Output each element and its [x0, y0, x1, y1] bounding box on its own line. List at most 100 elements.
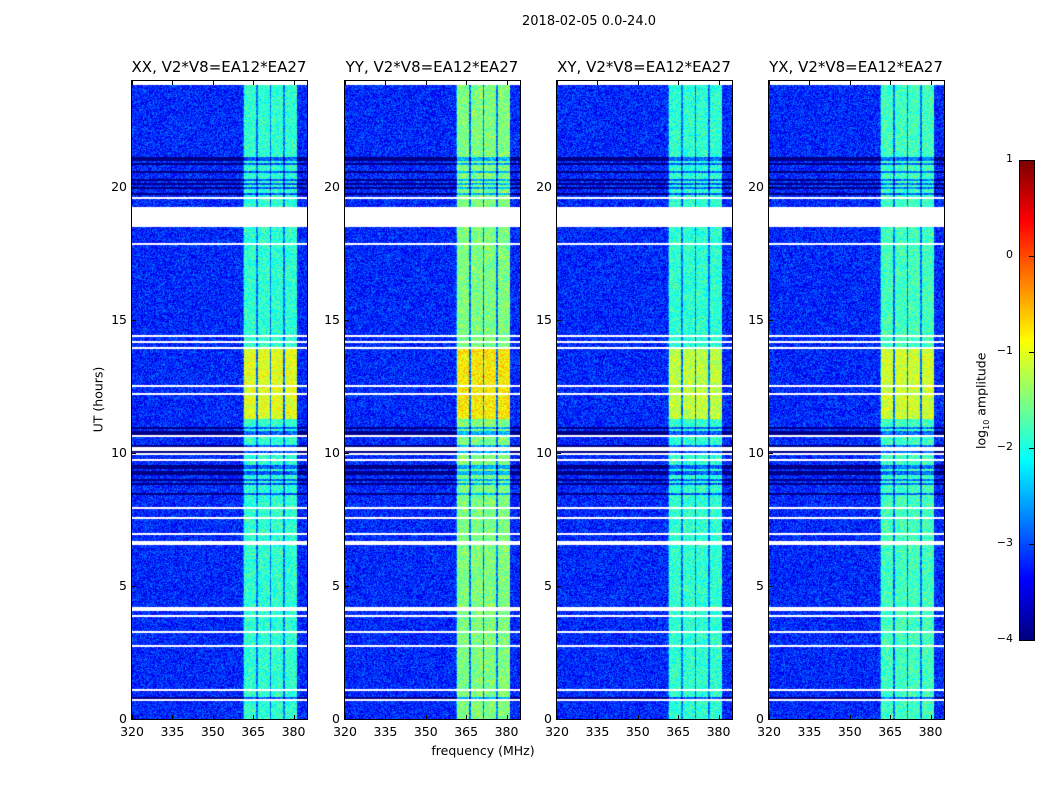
x-tick-label: 320	[120, 724, 144, 739]
x-tick-label: 335	[585, 724, 610, 739]
y-tick	[344, 319, 349, 321]
y-tick	[768, 585, 773, 587]
x-tick	[253, 80, 255, 85]
x-tick	[293, 80, 295, 85]
colorbar-tick	[1029, 448, 1034, 449]
colorbar-tick-label: 0	[1006, 248, 1013, 261]
y-tick	[768, 319, 773, 321]
colorbar-tick-label: −2	[996, 440, 1013, 453]
y-tick	[131, 319, 136, 321]
x-tick	[678, 80, 680, 85]
x-tick	[557, 715, 558, 720]
x-tick-label: 365	[454, 724, 479, 739]
x-tick	[769, 80, 770, 85]
x-tick	[890, 80, 892, 85]
x-tick	[506, 80, 508, 85]
x-tick	[809, 715, 811, 720]
colorbar-tick	[1029, 256, 1034, 257]
y-tick-label: 15	[111, 311, 127, 327]
figure-title: 2018-02-05 0.0-24.0	[522, 14, 656, 29]
x-axis-label: frequency (MHz)	[431, 743, 535, 758]
x-tick-label: 335	[160, 724, 185, 739]
x-tick	[849, 80, 851, 85]
y-tick-label: 20	[111, 178, 127, 194]
x-tick-label: 350	[200, 724, 225, 739]
colorbar-tick	[1029, 160, 1034, 161]
panel-title: YY, V2*V8=EA12*EA27	[345, 58, 519, 76]
x-tick	[849, 715, 851, 720]
x-tick-label: 320	[545, 724, 569, 739]
y-tick-label: 20	[324, 178, 340, 194]
heatmap-panel-0	[131, 80, 308, 720]
x-tick	[172, 80, 174, 85]
x-tick	[132, 80, 133, 85]
y-tick	[556, 719, 561, 720]
x-tick	[809, 80, 811, 85]
y-tick	[768, 452, 773, 454]
x-tick	[930, 715, 932, 720]
heatmap-cells	[557, 81, 732, 719]
x-tick	[557, 80, 558, 85]
x-tick	[597, 80, 599, 85]
x-tick	[637, 80, 639, 85]
colorbar-tick	[1029, 352, 1034, 353]
x-tick	[345, 715, 346, 720]
y-tick-label: 5	[119, 577, 127, 593]
x-tick-label: 350	[625, 724, 650, 739]
heatmap-panel-2	[556, 80, 733, 720]
x-tick-label: 380	[281, 724, 306, 739]
x-tick	[293, 715, 295, 720]
y-tick	[344, 186, 349, 188]
y-tick	[131, 719, 136, 720]
y-tick	[556, 186, 561, 188]
x-tick-label: 380	[918, 724, 943, 739]
x-tick	[637, 715, 639, 720]
heatmap-cells	[132, 81, 307, 719]
y-tick-label: 10	[111, 444, 127, 460]
colorbar-tick-label: −1	[996, 344, 1013, 357]
y-tick	[344, 585, 349, 587]
x-tick	[506, 715, 508, 720]
heatmap-panel-3	[768, 80, 945, 720]
x-tick	[212, 80, 214, 85]
x-tick	[890, 715, 892, 720]
y-tick-label: 0	[332, 711, 340, 726]
y-tick-label: 10	[536, 444, 552, 460]
heatmap-panel-1	[344, 80, 521, 720]
x-tick	[718, 80, 720, 85]
colorbar	[1019, 160, 1035, 641]
y-tick-label: 5	[756, 577, 764, 593]
y-tick	[344, 719, 349, 720]
y-tick-label: 0	[119, 711, 127, 726]
x-tick-label: 365	[666, 724, 691, 739]
x-tick-label: 350	[413, 724, 438, 739]
panel-title: XY, V2*V8=EA12*EA27	[557, 58, 731, 76]
colorbar-tick-label: −4	[996, 632, 1013, 645]
heatmap-cells	[769, 81, 944, 719]
y-axis-label: UT (hours)	[90, 366, 106, 433]
y-tick-label: 10	[748, 444, 764, 460]
x-tick	[385, 80, 387, 85]
x-tick	[597, 715, 599, 720]
x-tick	[345, 80, 346, 85]
y-tick	[131, 452, 136, 454]
x-tick	[172, 715, 174, 720]
x-tick	[212, 715, 214, 720]
y-tick	[768, 719, 773, 720]
x-tick-label: 335	[373, 724, 398, 739]
x-tick	[425, 715, 427, 720]
x-tick	[385, 715, 387, 720]
y-tick	[768, 186, 773, 188]
y-tick-label: 20	[536, 178, 552, 194]
x-tick	[253, 715, 255, 720]
panel-title: XX, V2*V8=EA12*EA27	[131, 58, 307, 76]
x-tick-label: 380	[706, 724, 731, 739]
x-tick	[132, 715, 133, 720]
y-tick-label: 20	[748, 178, 764, 194]
x-tick-label: 380	[494, 724, 519, 739]
y-tick-label: 15	[324, 311, 340, 327]
x-tick	[466, 80, 468, 85]
y-tick-label: 0	[756, 711, 764, 726]
y-tick-label: 10	[324, 444, 340, 460]
